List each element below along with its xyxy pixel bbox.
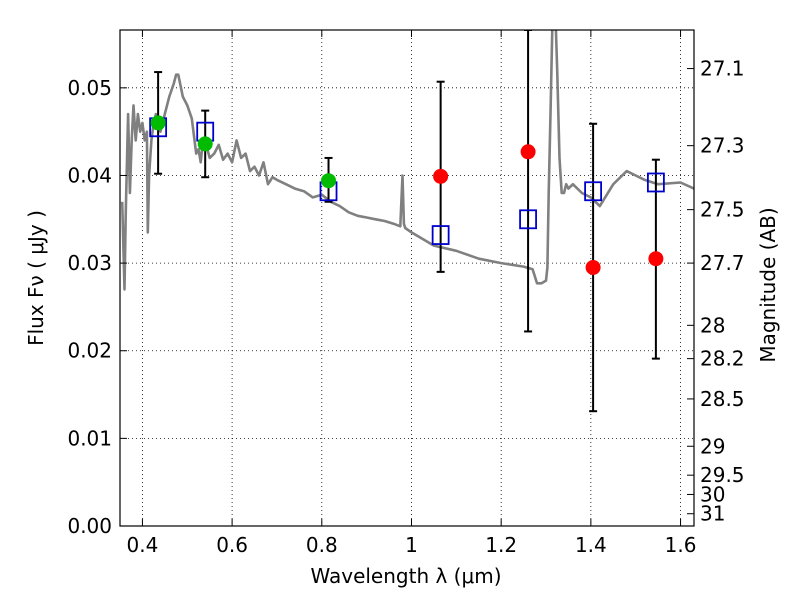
x-tick-label: 0.6 — [216, 533, 248, 557]
y-tick-label: 0.03 — [67, 251, 112, 275]
y-tick-label: 0.02 — [67, 339, 112, 363]
detection-point — [321, 173, 337, 189]
model-photometry-square — [584, 181, 603, 202]
plot-area — [120, 30, 694, 413]
limit-point — [648, 251, 664, 267]
model-photometry-square — [646, 172, 665, 193]
x-tick-label: 1.4 — [575, 533, 607, 557]
limit-point — [520, 144, 536, 160]
axes: 0.4 0.6 0.8 1 1.2 1.4 1.6 0.00 0.01 0.02 0.03 0.04 0… — [67, 30, 745, 557]
model-photometry-square — [431, 225, 450, 245]
x-axis-label: Wavelength λ (μm) — [310, 564, 501, 588]
mag-tick-label: 30 — [700, 482, 725, 506]
mag-tick-label: 29.5 — [700, 463, 745, 487]
y-tick-label: 0.04 — [67, 163, 112, 187]
mag-tick-label: 27.7 — [700, 251, 745, 275]
x-tick-label: 0.4 — [127, 533, 159, 557]
mag-tick-label: 28.2 — [700, 347, 745, 371]
y-tick-label: 0.00 — [67, 514, 112, 538]
limit-point — [433, 168, 449, 184]
y-tick-label: 0.05 — [67, 76, 112, 100]
mag-tick-label: 31 — [700, 502, 725, 526]
detection-point — [150, 115, 166, 131]
plot-frame — [119, 29, 695, 527]
detection-point — [197, 136, 213, 152]
mag-tick-label: 27.3 — [700, 134, 745, 158]
right-axis-label: Magnitude (AB) — [756, 207, 780, 362]
mag-tick-label: 29 — [700, 434, 725, 458]
x-tick-label: 0.8 — [306, 533, 338, 557]
x-tick-label: 1.2 — [485, 533, 517, 557]
mag-tick-label: 28 — [700, 313, 725, 337]
mag-tick-label: 27.5 — [700, 198, 745, 222]
x-tick-label: 1 — [405, 533, 418, 557]
x-tick-label: 1.6 — [665, 533, 697, 557]
model-photometry-square — [519, 209, 537, 230]
y-axis-label: Flux Fν ( μJy ) — [24, 210, 48, 346]
limit-point — [585, 259, 601, 275]
y-tick-label: 0.01 — [67, 426, 112, 450]
mag-tick-label: 27.1 — [700, 57, 745, 81]
mag-tick-label: 28.5 — [700, 387, 745, 411]
grid — [120, 30, 694, 527]
